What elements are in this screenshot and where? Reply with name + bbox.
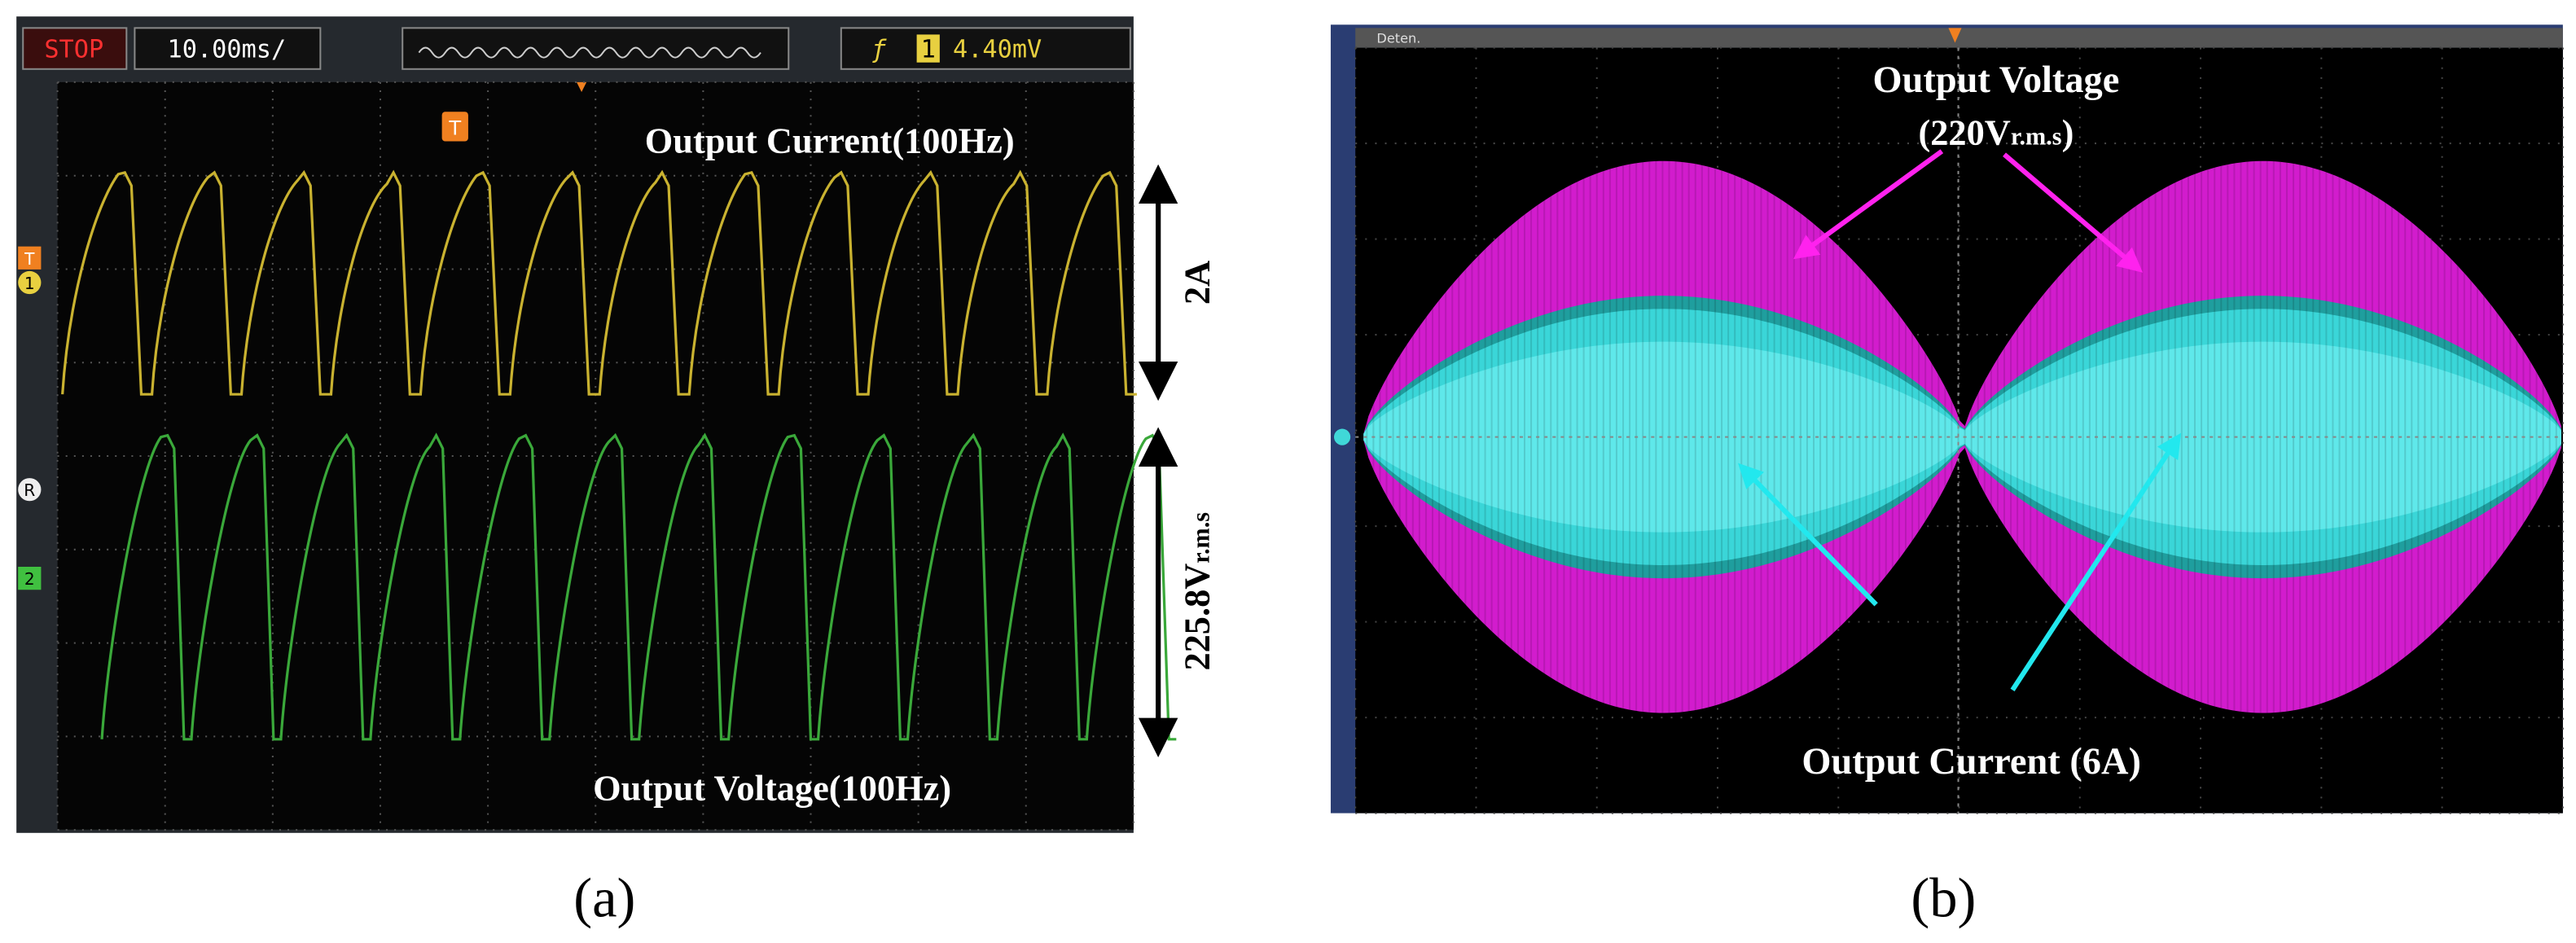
- caption: (a): [573, 867, 635, 929]
- menu-item: Deten.: [1376, 31, 1420, 46]
- trigger-pos: [577, 81, 587, 93]
- trigger-marker: T: [448, 116, 461, 139]
- voltage-rating-prefix: (220V: [1918, 112, 2010, 153]
- status: STOP: [44, 36, 103, 64]
- ref-tag-text: R: [24, 480, 35, 500]
- ch2-tag: [18, 566, 42, 590]
- status-box: [22, 27, 128, 70]
- timebase-box: [134, 27, 322, 70]
- ch2-tag-text: 2: [24, 569, 35, 589]
- ch1-tag: [18, 270, 42, 295]
- trace: [100, 432, 1177, 741]
- trigger-channel: 1: [921, 36, 936, 64]
- panel-a: STOP 10.00ms/ ƒ 1 4.40mV T T 1 R 2 Outpu…: [16, 16, 1218, 833]
- memory-bar: [402, 27, 790, 70]
- voltage-rating-suffix: ): [2062, 112, 2074, 153]
- current-label: Output Current (6A): [1801, 741, 2141, 783]
- current-scale: 2A: [1177, 261, 1218, 305]
- caption: (b): [1911, 867, 1976, 929]
- voltage-label: Output Voltage: [1873, 59, 2120, 101]
- arrow: [2010, 432, 2182, 691]
- voltage-scale-value: 225.8V: [1177, 564, 1218, 671]
- voltage-scale: 225.8Vr.m.s: [1177, 512, 1218, 671]
- memory-trace: [418, 46, 761, 59]
- arrow: [2003, 152, 2144, 273]
- current-envelope-inner: [1363, 341, 2561, 533]
- scope-screen: [57, 81, 1134, 830]
- trigger-edge-icon: ƒ: [871, 36, 887, 64]
- trigger-level: 4.40mV: [953, 36, 1042, 64]
- arrow: [1793, 149, 1944, 260]
- ch1-trigger-tag-text: T: [24, 249, 35, 269]
- trace: [61, 169, 1137, 396]
- ch-tag: [1333, 428, 1351, 445]
- ref-tag: [18, 478, 42, 502]
- voltage-rating: (220Vr.m.s): [1918, 112, 2074, 153]
- ch1-tag-text: 1: [24, 274, 35, 293]
- current-label: Output Current(100Hz): [645, 121, 1015, 161]
- trigger-channel-box: [916, 34, 940, 63]
- trigger-pos: [1948, 28, 1962, 43]
- voltage-label: Output Voltage(100Hz): [593, 767, 951, 808]
- timebase: 10.00ms/: [168, 36, 287, 64]
- voltage-scale-subscript: r.m.s: [1187, 512, 1215, 564]
- ch1-trigger-tag: [18, 246, 42, 270]
- trigger-marker-box: [441, 112, 468, 142]
- arrow: [1738, 463, 1878, 607]
- voltage-rating-subscript: r.m.s: [2011, 123, 2062, 151]
- panel-b-overlay: Output Voltage (220Vr.m.s) Output Curren…: [1738, 59, 2182, 783]
- panel-b: Deten.: [1330, 24, 2564, 814]
- trigger-box: [840, 27, 1131, 70]
